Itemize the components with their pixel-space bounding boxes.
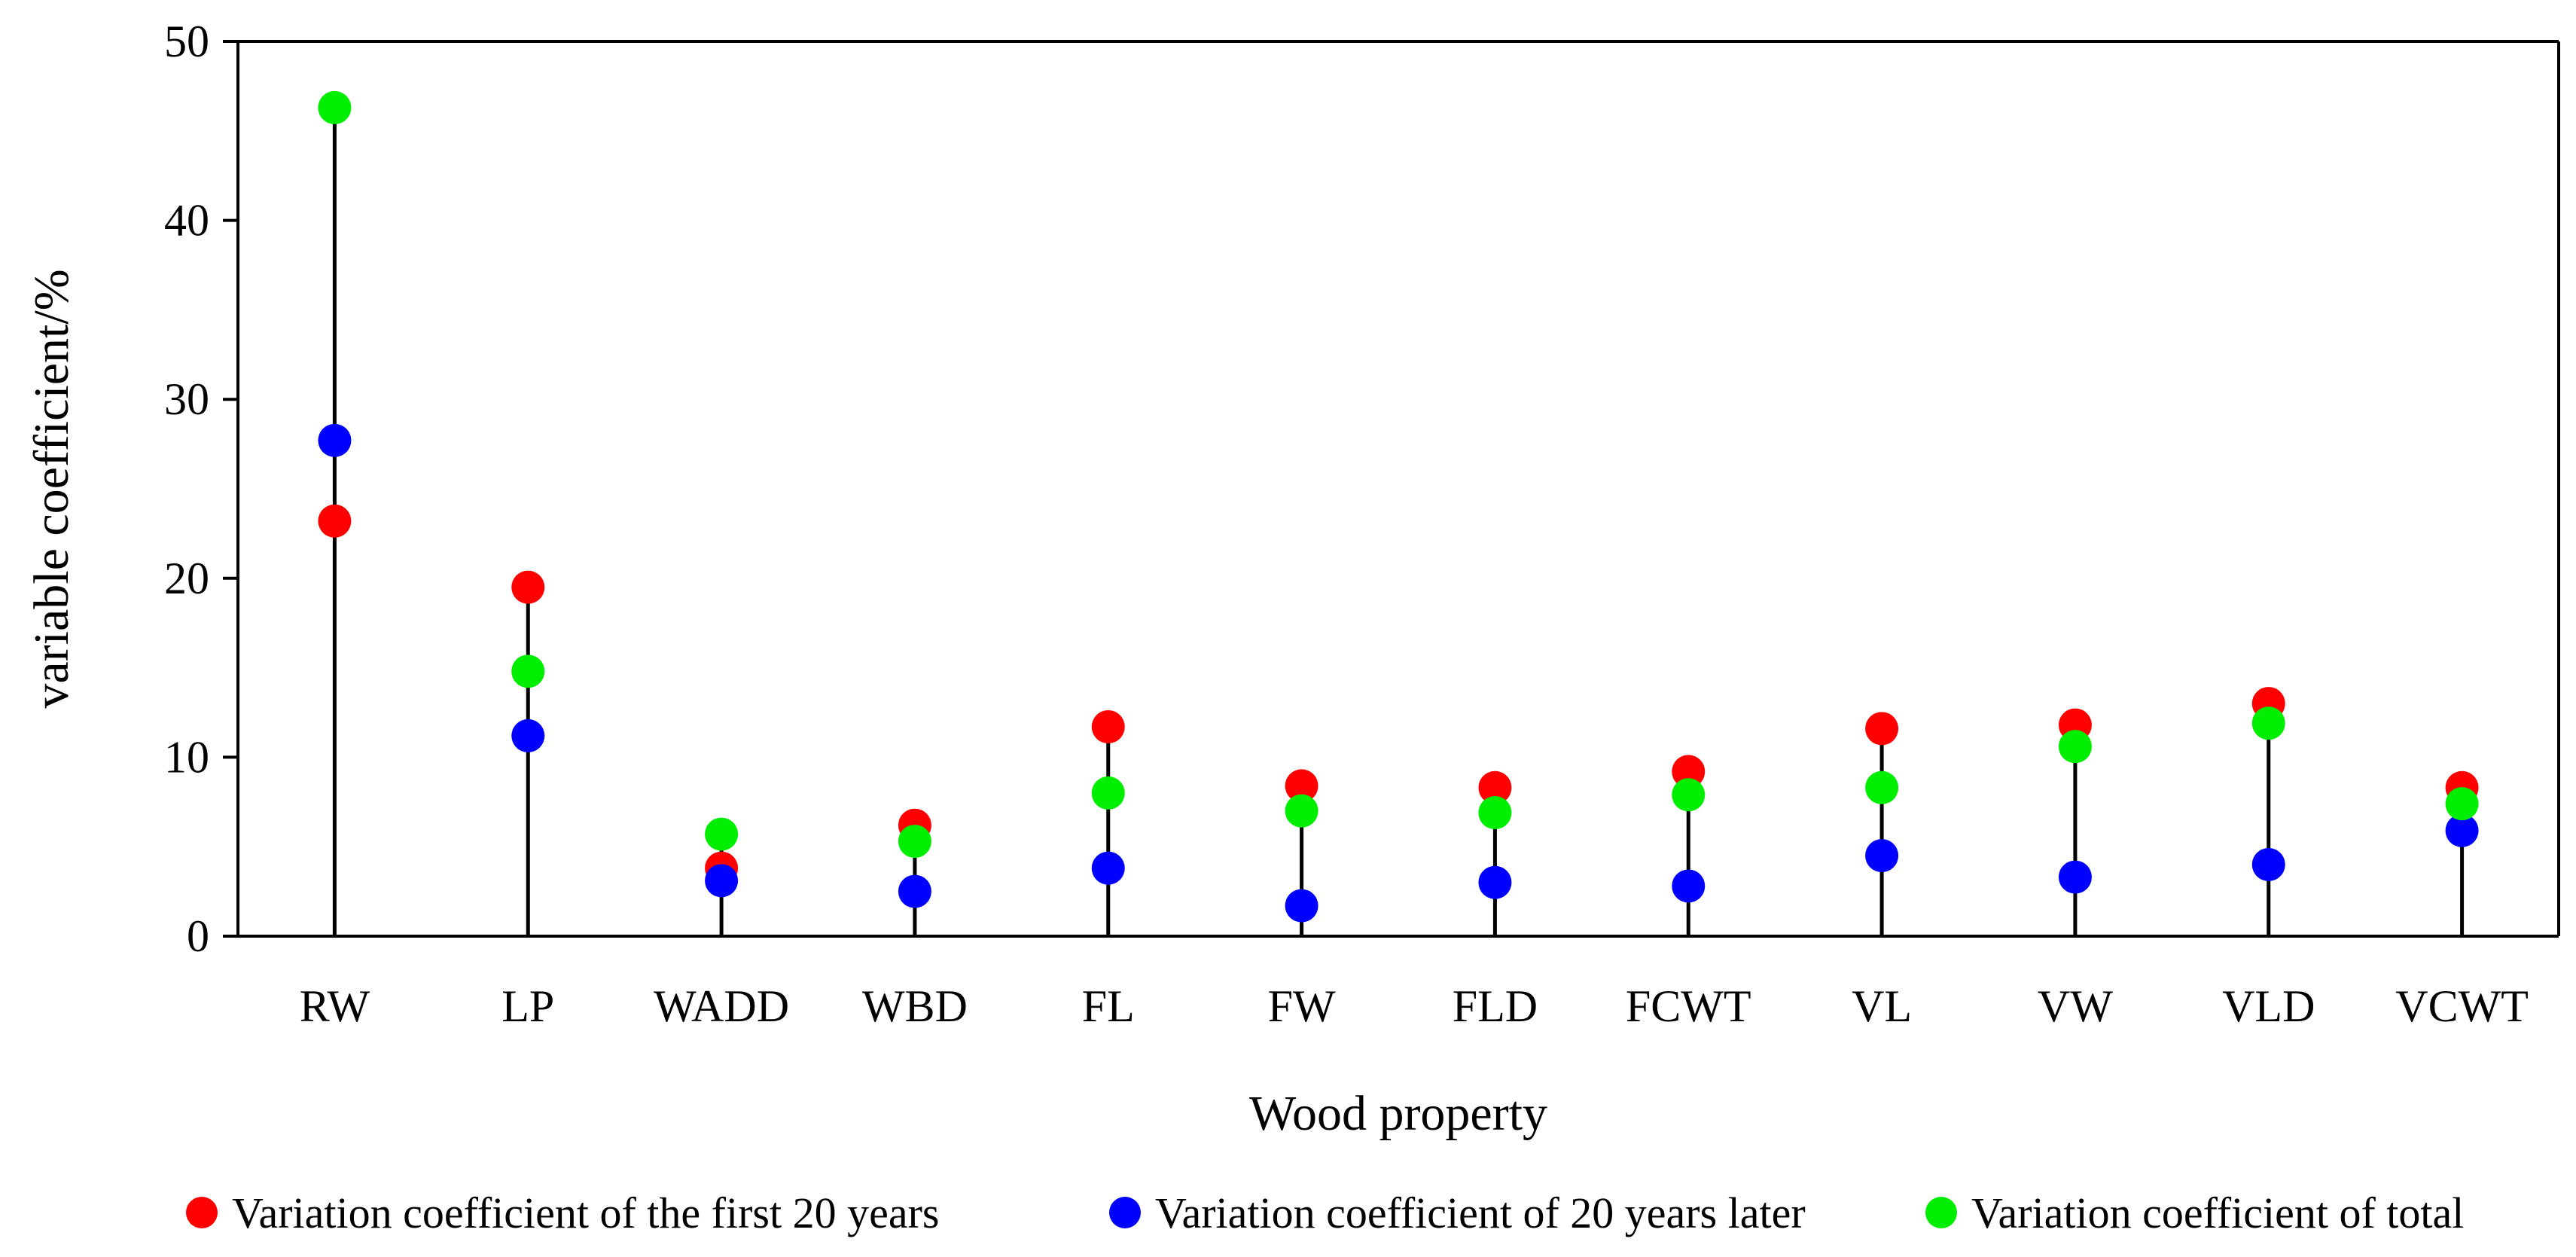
data-point bbox=[511, 654, 545, 688]
data-point bbox=[1672, 778, 1706, 812]
data-point bbox=[898, 874, 931, 908]
legend-label: Variation coefficient of the first 20 ye… bbox=[232, 1188, 939, 1237]
axes: 0 10 20 30 40 50 RW LP WADD WBD FL FW FLD FCWT VL VW VLD… bbox=[24, 17, 2560, 1141]
data-point bbox=[2445, 787, 2479, 821]
data-point bbox=[1091, 851, 1125, 885]
data-point bbox=[1091, 776, 1125, 810]
data-point bbox=[318, 90, 352, 124]
legend-marker bbox=[1109, 1197, 1141, 1228]
data-point bbox=[705, 864, 739, 898]
y-axis-title: variable coefficient/% bbox=[24, 269, 79, 708]
data-point bbox=[2251, 847, 2285, 881]
x-tick-label: VW bbox=[2038, 981, 2113, 1031]
y-tick-label: 10 bbox=[164, 732, 209, 782]
y-tick-label: 0 bbox=[187, 911, 209, 961]
data-point bbox=[1865, 839, 1899, 873]
data-point bbox=[1285, 769, 1318, 803]
data-point bbox=[2058, 730, 2092, 764]
legend-marker bbox=[186, 1197, 218, 1228]
legend-item: Variation coefficient of 20 years later bbox=[1109, 1188, 1806, 1237]
y-tick-label: 50 bbox=[164, 17, 209, 66]
data-point bbox=[318, 423, 352, 457]
legend-item: Variation coefficient of the first 20 ye… bbox=[186, 1188, 939, 1237]
legend-marker bbox=[1925, 1197, 1957, 1228]
x-axis-title: Wood property bbox=[1249, 1086, 1547, 1141]
y-tick-label: 40 bbox=[164, 196, 209, 246]
x-tick-label: FLD bbox=[1453, 981, 1538, 1031]
data-point bbox=[898, 825, 931, 859]
data-point bbox=[2251, 706, 2285, 740]
data-point bbox=[1478, 865, 1512, 899]
plot-area bbox=[318, 90, 2479, 936]
legend-label: Variation coefficient of 20 years later bbox=[1155, 1188, 1806, 1237]
data-point bbox=[1285, 889, 1318, 923]
x-tick-label: RW bbox=[300, 981, 370, 1031]
x-tick-label: WADD bbox=[654, 981, 789, 1031]
data-point bbox=[1865, 770, 1899, 804]
x-tick-label: LP bbox=[501, 981, 554, 1031]
data-point bbox=[511, 719, 545, 752]
data-point bbox=[1091, 710, 1125, 744]
y-tick-label: 20 bbox=[164, 554, 209, 603]
x-tick-label: FW bbox=[1268, 981, 1336, 1031]
legend-item: Variation coefficient of total bbox=[1925, 1188, 2464, 1237]
x-tick-label: VLD bbox=[2222, 981, 2315, 1031]
data-point bbox=[318, 504, 352, 538]
data-point bbox=[1478, 796, 1512, 830]
data-point bbox=[1478, 770, 1512, 804]
data-point bbox=[2058, 860, 2092, 894]
data-point bbox=[2445, 813, 2479, 847]
x-tick-label: FCWT bbox=[1626, 981, 1751, 1031]
data-point bbox=[1672, 869, 1706, 903]
data-point bbox=[511, 570, 545, 604]
data-point bbox=[1865, 712, 1899, 746]
legend: Variation coefficient of the first 20 ye… bbox=[186, 1188, 2464, 1237]
x-tick-label: FL bbox=[1082, 981, 1135, 1031]
data-point bbox=[1672, 755, 1706, 789]
legend-label: Variation coefficient of total bbox=[1971, 1188, 2464, 1237]
data-point bbox=[1285, 794, 1318, 828]
x-tick-label: WBD bbox=[862, 981, 968, 1031]
x-tick-label: VL bbox=[1852, 981, 1912, 1031]
y-tick-label: 30 bbox=[164, 374, 209, 424]
data-point bbox=[705, 817, 739, 851]
x-tick-label: VCWT bbox=[2395, 981, 2529, 1031]
